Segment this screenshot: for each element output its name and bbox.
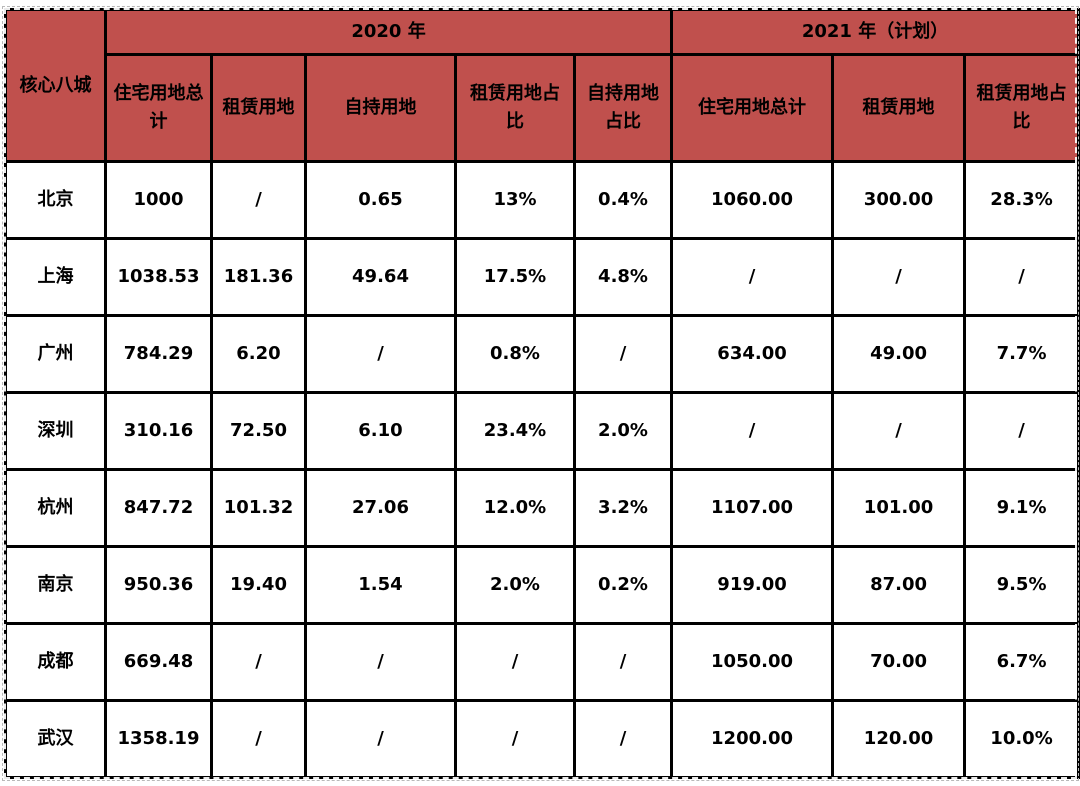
cell: 70.00 — [831, 622, 967, 702]
cell: 0.65 — [304, 160, 457, 240]
cell: / — [831, 237, 967, 317]
cell: 0.8% — [454, 314, 576, 394]
cell: 17.5% — [454, 237, 576, 317]
cell: / — [572, 622, 674, 702]
cell: / — [210, 622, 307, 702]
row-header-city: 成都 — [4, 622, 107, 702]
cell: 1358.19 — [104, 699, 213, 779]
table-row-shenzhen: 深圳 310.16 72.50 6.10 23.4% 2.0% / / / — [4, 391, 1080, 471]
cell: 72.50 — [210, 391, 307, 471]
table-row-wuhan: 武汉 1358.19 / / / / 1200.00 120.00 10.0% — [4, 699, 1080, 779]
cell: 1050.00 — [670, 622, 835, 702]
table-row-hangzhou: 杭州 847.72 101.32 27.06 12.0% 3.2% 1107.0… — [4, 468, 1080, 548]
column-header-2021-rental-share: 租赁用地占比 — [963, 53, 1080, 163]
cell: 634.00 — [670, 314, 835, 394]
cell: 7.7% — [963, 314, 1080, 394]
cell: / — [963, 237, 1080, 317]
cell: / — [963, 391, 1080, 471]
cell: 0.4% — [572, 160, 674, 240]
selected-table-region: 核心八城 2020 年 2021 年（计划） 住宅用地总计 租赁用地 自持用地 … — [2, 6, 1080, 781]
cell: 4.8% — [572, 237, 674, 317]
cell: / — [454, 699, 576, 779]
cell: 919.00 — [670, 545, 835, 625]
cell: 1.54 — [304, 545, 457, 625]
cell: 950.36 — [104, 545, 213, 625]
cell: / — [670, 237, 835, 317]
row-header-city: 南京 — [4, 545, 107, 625]
cell: 28.3% — [963, 160, 1080, 240]
cell: / — [454, 622, 576, 702]
cell: 12.0% — [454, 468, 576, 548]
cell: 13% — [454, 160, 576, 240]
cell: 87.00 — [831, 545, 967, 625]
column-header-2021-residential-total: 住宅用地总计 — [670, 53, 835, 163]
cell: 120.00 — [831, 699, 967, 779]
cell: 181.36 — [210, 237, 307, 317]
cell: / — [572, 699, 674, 779]
cell: 101.00 — [831, 468, 967, 548]
column-header-2020-selfheld-land: 自持用地 — [304, 53, 457, 163]
row-header-city: 上海 — [4, 237, 107, 317]
cell: 300.00 — [831, 160, 967, 240]
cell: 3.2% — [572, 468, 674, 548]
sub-header-row: 住宅用地总计 租赁用地 自持用地 租赁用地占比 自持用地占比 住宅用地总计 租赁… — [6, 53, 1080, 163]
table-row-chengdu: 成都 669.48 / / / / 1050.00 70.00 6.7% — [4, 622, 1080, 702]
cell: 847.72 — [104, 468, 213, 548]
cell: 49.00 — [831, 314, 967, 394]
cell: 10.0% — [963, 699, 1080, 779]
column-header-2020-rental-land: 租赁用地 — [210, 53, 307, 163]
column-header-2020-residential-total: 住宅用地总计 — [104, 53, 213, 163]
row-header-city: 深圳 — [4, 391, 107, 471]
cell: 1060.00 — [670, 160, 835, 240]
cell: 0.2% — [572, 545, 674, 625]
cell: 1000 — [104, 160, 213, 240]
cell: 23.4% — [454, 391, 576, 471]
group-header-2020: 2020 年 — [103, 8, 674, 56]
cell: / — [572, 314, 674, 394]
column-header-2021-rental-land: 租赁用地 — [831, 53, 967, 163]
cell: / — [304, 699, 457, 779]
row-header-city: 武汉 — [4, 699, 107, 779]
cell: 101.32 — [210, 468, 307, 548]
group-header-row: 核心八城 2020 年 2021 年（计划） — [4, 8, 1080, 163]
cell: 310.16 — [104, 391, 213, 471]
cell: 6.10 — [304, 391, 457, 471]
cell: 784.29 — [104, 314, 213, 394]
cell: / — [304, 314, 457, 394]
table-row-shanghai: 上海 1038.53 181.36 49.64 17.5% 4.8% / / / — [4, 237, 1080, 317]
cell: 2.0% — [454, 545, 576, 625]
cell: / — [210, 160, 307, 240]
cell: / — [210, 699, 307, 779]
group-header-2021-plan: 2021 年（计划） — [670, 8, 1080, 56]
table-row-beijing: 北京 1000 / 0.65 13% 0.4% 1060.00 300.00 2… — [4, 160, 1080, 240]
column-header-2020-rental-share: 租赁用地占比 — [454, 53, 576, 163]
cell: 6.7% — [963, 622, 1080, 702]
cell: 9.5% — [963, 545, 1080, 625]
cell: 6.20 — [210, 314, 307, 394]
cell: 1038.53 — [104, 237, 213, 317]
cell: 1107.00 — [670, 468, 835, 548]
cell: / — [670, 391, 835, 471]
cell: 1200.00 — [670, 699, 835, 779]
cell: 9.1% — [963, 468, 1080, 548]
table-row-guangzhou: 广州 784.29 6.20 / 0.8% / 634.00 49.00 7.7… — [4, 314, 1080, 394]
cell: 2.0% — [572, 391, 674, 471]
row-header-city: 北京 — [4, 160, 107, 240]
cell: / — [304, 622, 457, 702]
cell: 669.48 — [104, 622, 213, 702]
row-header-city: 杭州 — [4, 468, 107, 548]
corner-header-cities: 核心八城 — [4, 8, 107, 163]
land-supply-table: 核心八城 2020 年 2021 年（计划） 住宅用地总计 租赁用地 自持用地 … — [4, 8, 1080, 779]
cell: / — [831, 391, 967, 471]
table-row-nanjing: 南京 950.36 19.40 1.54 2.0% 0.2% 919.00 87… — [4, 545, 1080, 625]
cell: 19.40 — [210, 545, 307, 625]
cell: 49.64 — [304, 237, 457, 317]
cell: 27.06 — [304, 468, 457, 548]
column-header-2020-selfheld-share: 自持用地占比 — [572, 53, 674, 163]
row-header-city: 广州 — [4, 314, 107, 394]
